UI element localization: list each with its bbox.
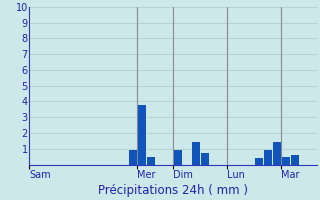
Bar — [291, 155, 299, 164]
Bar — [138, 105, 146, 164]
X-axis label: Précipitations 24h ( mm ): Précipitations 24h ( mm ) — [98, 184, 248, 197]
Bar — [147, 157, 155, 164]
Bar — [255, 158, 263, 164]
Bar — [273, 142, 281, 164]
Bar — [129, 150, 137, 164]
Bar — [174, 150, 182, 164]
Bar — [192, 142, 200, 164]
Bar — [201, 153, 209, 164]
Bar — [264, 150, 272, 164]
Bar — [282, 157, 290, 164]
